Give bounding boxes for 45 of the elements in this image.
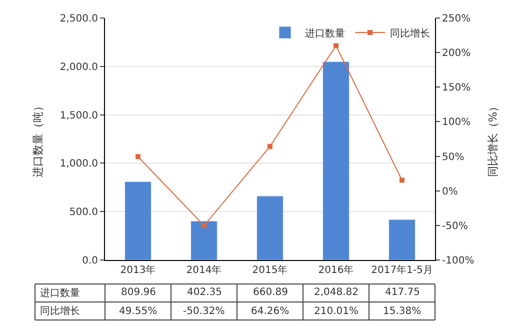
data-label: -50.32% xyxy=(183,306,225,317)
point xyxy=(334,43,338,48)
data-label: 417.75 xyxy=(385,287,420,298)
x-tick-label: 2016年 xyxy=(318,264,354,276)
y2-tick-label: 50% xyxy=(442,152,464,163)
y-tick-label: 500.0 xyxy=(69,207,98,218)
legend-label: 进口数量 xyxy=(305,27,345,40)
y2-tick-label: -50% xyxy=(442,220,468,232)
point xyxy=(202,223,206,228)
bar xyxy=(388,219,416,260)
y2-axis-title: 同比增长（%） xyxy=(486,100,500,178)
data-label: 49.55% xyxy=(119,306,158,317)
x-tick-label: 2013年 xyxy=(120,264,156,276)
data-label: 210.01% xyxy=(314,306,358,317)
data-label: 64.26% xyxy=(251,306,290,317)
data-label: 2,048.82 xyxy=(314,287,359,298)
text: 同比增长 xyxy=(40,306,80,317)
bar xyxy=(124,181,152,260)
point xyxy=(268,144,272,149)
bar xyxy=(190,220,218,260)
x-tick-label: 2015年 xyxy=(252,264,288,276)
y-tick-label: 0.0 xyxy=(82,256,98,266)
data-label: 15.38% xyxy=(383,306,422,317)
bar xyxy=(322,61,350,260)
point xyxy=(136,154,140,160)
y2-tick-label: 200% xyxy=(442,48,471,60)
point xyxy=(400,178,404,183)
text: 进口数量 xyxy=(40,288,80,299)
data-label: 809.96 xyxy=(121,287,156,298)
legend-label: 同比增长 xyxy=(390,27,430,40)
x-tick-label: 2017年1-5月 xyxy=(371,264,433,276)
data-label: 402.35 xyxy=(187,287,222,298)
y2-tick-label: -100% xyxy=(442,256,474,266)
y-tick-label: 2,000.0 xyxy=(60,62,98,73)
data-label: 660.89 xyxy=(253,287,288,298)
y-tick-label: 1,000.0 xyxy=(60,158,98,170)
y2-tick-label: 150% xyxy=(442,82,471,94)
y-axis-title: 进口数量（吨） xyxy=(31,100,44,178)
y2-tick-label: 0% xyxy=(442,186,458,198)
bar xyxy=(256,196,284,260)
y2-tick-label: 100% xyxy=(442,117,471,128)
x-tick-label: 2014年 xyxy=(186,264,222,276)
y2-tick-label: 250% xyxy=(442,14,471,24)
y-tick-label: 1,500.0 xyxy=(60,110,98,122)
y-tick-label: 2,500.0 xyxy=(60,14,98,24)
